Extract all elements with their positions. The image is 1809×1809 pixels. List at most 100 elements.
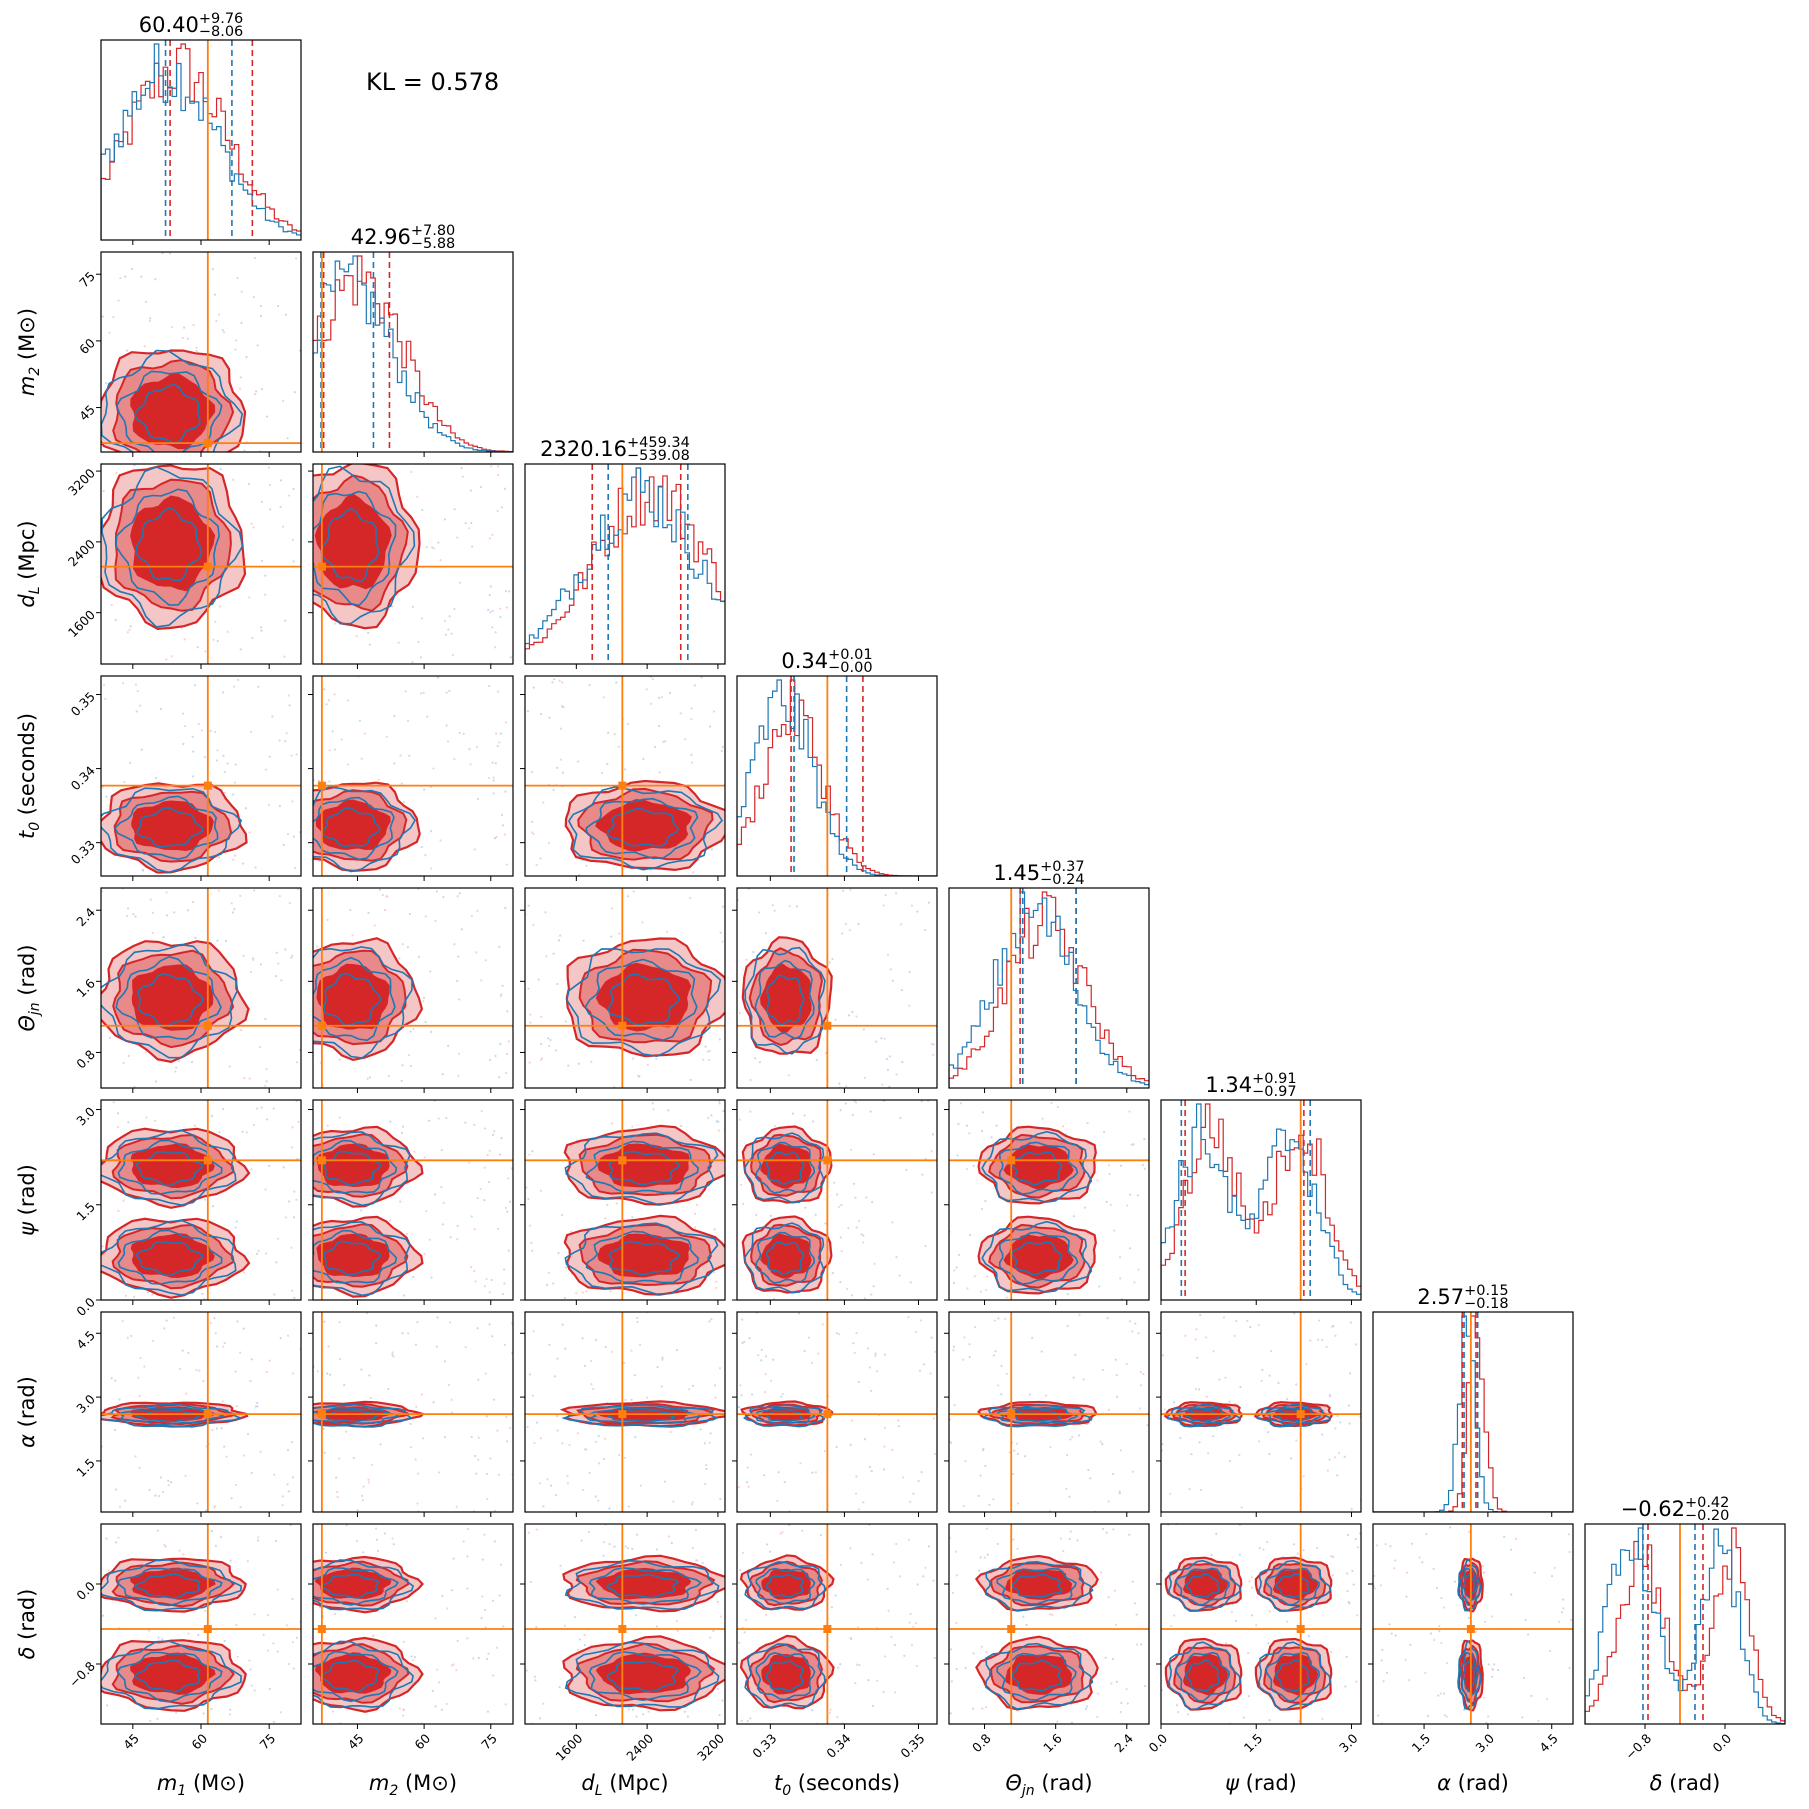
sample-point [583,1633,586,1637]
sample-point [770,1379,773,1382]
sample-point [439,839,442,842]
y-tick-label: 60 [76,335,98,357]
sample-point [882,1690,885,1694]
sample-point [159,1476,162,1479]
sample-point [901,1061,904,1064]
sample-point [610,1122,614,1125]
sample-point [158,1495,161,1498]
sample-point [435,890,439,893]
sample-point [498,741,501,744]
sample-point [924,1157,927,1160]
sample-point [377,778,380,781]
sample-point [708,1058,711,1062]
sample-point [1194,1387,1198,1391]
sample-point [740,1394,743,1397]
x-tick-label: 0.34 [823,1731,853,1761]
sample-point [624,1398,627,1402]
sample-point [181,712,185,715]
sample-point [255,1107,259,1110]
x-tick-label: 2.4 [1111,1731,1136,1756]
sample-point [250,1168,253,1171]
sample-point [422,996,426,1000]
sample-point [154,1080,158,1083]
sample-point [964,1667,967,1670]
sample-point [860,1233,863,1236]
sample-point [655,1548,658,1551]
contour-level-blue [1459,1652,1479,1703]
contour-area [949,1100,1149,1300]
sample-point [124,1294,128,1297]
sample-point [401,1064,404,1067]
sample-point [323,1320,326,1323]
label-unit: (M⊙) [186,1771,245,1795]
sample-point [139,1356,142,1360]
sample-point [215,1427,218,1430]
sample-point [647,1710,650,1713]
contour-level-blue [586,1406,702,1425]
sample-point [375,1538,379,1541]
sample-point [830,1606,833,1609]
sample-point [1128,1193,1132,1196]
sample-point [862,1028,866,1031]
x-axis-label-m2: m2 (M⊙) [369,1771,457,1799]
sample-point [148,319,152,323]
sample-point [290,1246,293,1249]
sample-point [1196,1356,1199,1359]
sample-point [836,1716,839,1719]
sample-point [862,1234,865,1237]
contour-level-blue [101,943,239,1059]
title-minus: −539.08 [627,448,690,464]
x-tick-label: 0.8 [969,1731,994,1756]
sample-point [267,466,271,469]
sample-point [909,1500,912,1503]
sample-point [506,1052,509,1056]
sample-point [757,911,761,914]
sample-point [895,1256,898,1259]
sample-point [119,277,122,280]
sample-point [1262,1548,1265,1551]
sample-point [488,593,491,597]
sample-point [249,730,253,733]
sample-point [406,945,410,949]
hist-red [1373,1315,1573,1512]
hist-area [737,676,937,876]
hist-area [313,252,513,452]
sample-point [1107,1596,1110,1599]
sample-point [1105,1200,1108,1204]
sample-point [291,538,294,541]
sample-point [1128,1247,1132,1250]
contour-level-blue [320,507,380,583]
hist-red [101,43,301,240]
sample-point [331,730,334,733]
x-axis-label-delta: δ (rad) [1650,1771,1721,1795]
sample-point [1056,1105,1059,1109]
contour-level-blue [322,972,382,1027]
sample-point [161,1638,164,1641]
sample-point [474,1280,477,1283]
sample-point [745,958,748,961]
sample-point [368,643,371,646]
sample-point [143,345,146,348]
sample-point [506,1440,509,1443]
label-symbol: δ [15,1647,39,1660]
sample-point [715,1280,718,1283]
sample-point [260,1106,263,1109]
sample-point [187,1351,190,1355]
sample-point [661,1358,664,1361]
sample-point [914,1622,918,1625]
sample-point [286,1334,290,1337]
sample-point [483,1199,486,1202]
sample-point [636,1533,639,1536]
sample-point [949,1441,953,1444]
title-median: 1.45 [993,861,1040,885]
sample-point [1334,1334,1337,1337]
sample-point [527,904,530,907]
sample-point [488,1149,491,1152]
sample-point [381,893,384,897]
sample-point [132,913,135,916]
sample-point [1140,1643,1143,1646]
sample-point [491,533,494,536]
sample-point [429,830,433,833]
sample-point [559,758,563,761]
sample-point [1059,1537,1063,1540]
